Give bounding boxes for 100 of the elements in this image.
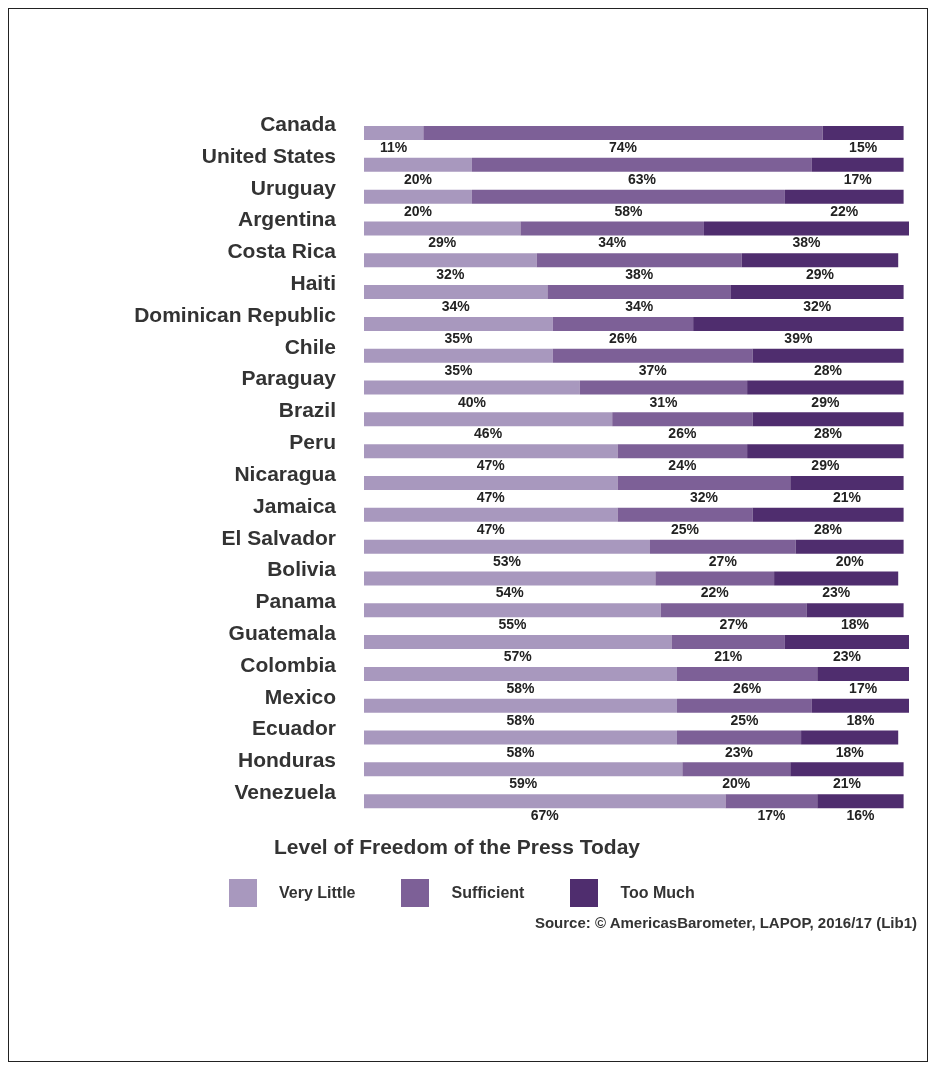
data-label: 31% (649, 393, 679, 410)
data-label: 32% (803, 298, 832, 315)
bar (676, 666, 818, 681)
data-label: 32% (436, 266, 465, 283)
bar (747, 444, 904, 459)
bar (364, 666, 677, 681)
data-label: 26% (608, 329, 638, 346)
bar (784, 189, 904, 204)
bar (811, 698, 909, 713)
bar (725, 794, 818, 809)
source-note: Source: © AmericasBarometer, LAPOP, 2016/17 (Lib1) (534, 914, 917, 931)
bar (784, 635, 909, 650)
data-label: 17% (849, 679, 878, 696)
bar (682, 762, 791, 777)
data-label: 28% (814, 520, 843, 537)
data-label: 20% (403, 170, 433, 187)
y-tick-label: El Salvador (221, 525, 336, 549)
bar (552, 316, 694, 331)
data-label: 55% (498, 616, 527, 633)
data-label: 34% (598, 234, 627, 251)
y-tick-label: Peru (289, 430, 336, 454)
data-label: 63% (627, 170, 657, 187)
bar (423, 126, 823, 140)
bar (536, 253, 742, 268)
data-label: 29% (811, 457, 840, 474)
data-label: 24% (668, 457, 697, 474)
y-tick-label: Guatemala (228, 621, 337, 644)
data-label: 26% (733, 679, 762, 696)
data-label: 23% (832, 648, 862, 665)
bar (806, 603, 904, 618)
data-label: 59% (509, 775, 538, 792)
data-label: 17% (757, 807, 786, 824)
y-tick-label: Uruguay (250, 175, 337, 199)
bar (364, 126, 424, 140)
bar (671, 635, 785, 650)
data-label: 35% (444, 329, 473, 346)
bar (364, 507, 618, 522)
data-label: 34% (625, 298, 654, 315)
data-label: 38% (625, 266, 654, 283)
y-tick-label: Argentina (237, 207, 337, 231)
data-label: 32% (689, 489, 719, 505)
data-label: 21% (832, 775, 862, 792)
data-label: 28% (814, 361, 843, 378)
bar (364, 698, 677, 713)
bar (703, 221, 909, 236)
data-label: 21% (714, 648, 743, 665)
bar (364, 348, 553, 363)
bar (364, 539, 650, 554)
data-label: 34% (441, 298, 471, 315)
bar (801, 730, 899, 745)
y-tick-label: Jamaica (253, 493, 337, 517)
y-tick-label: United States (201, 143, 336, 167)
data-label: 26% (668, 425, 697, 442)
bar (364, 285, 548, 300)
bar (649, 539, 796, 554)
data-label: 57% (503, 648, 533, 665)
bar (364, 571, 656, 586)
data-label: 18% (841, 616, 870, 633)
bar (617, 507, 753, 522)
bar (617, 444, 748, 459)
y-tick-label: Canada (260, 111, 337, 135)
data-label: 46% (474, 425, 503, 442)
bar (617, 476, 791, 490)
y-tick-label: Mexico (264, 684, 336, 708)
bar (364, 221, 521, 236)
bar (693, 316, 904, 331)
legend-label: Too Much (620, 884, 695, 902)
data-label: 29% (805, 266, 835, 283)
data-label: 22% (830, 202, 859, 219)
y-tick-label: Colombia (240, 652, 337, 676)
bar (774, 571, 899, 586)
bar (795, 539, 904, 554)
y-tick-label: Brazil (278, 398, 336, 422)
y-tick-label: Ecuador (251, 716, 336, 740)
data-label: 54% (495, 584, 525, 601)
bar (790, 762, 904, 777)
bar (817, 666, 909, 681)
y-tick-label: Nicaragua (234, 461, 337, 485)
bar (747, 380, 904, 395)
bar (741, 253, 899, 268)
bar (752, 412, 904, 427)
data-label: 58% (506, 679, 536, 696)
legend-title: Level of Freedom of the Press Today (274, 835, 642, 859)
y-tick-label: Venezuela (234, 780, 337, 804)
data-label: 16% (846, 807, 875, 824)
bar (364, 476, 618, 490)
data-label: 25% (730, 711, 759, 728)
data-label: 23% (725, 743, 754, 760)
data-label: 17% (843, 170, 873, 187)
data-label: 27% (719, 616, 749, 633)
data-label: 21% (832, 489, 862, 505)
data-label: 20% (403, 202, 433, 219)
bar (730, 285, 904, 300)
data-label: 58% (506, 743, 536, 760)
y-tick-label: Haiti (290, 271, 336, 294)
data-label: 29% (811, 393, 840, 410)
data-label: 11% (380, 139, 408, 155)
bar (790, 476, 904, 490)
data-label: 20% (722, 775, 751, 792)
data-label: 20% (835, 552, 865, 569)
